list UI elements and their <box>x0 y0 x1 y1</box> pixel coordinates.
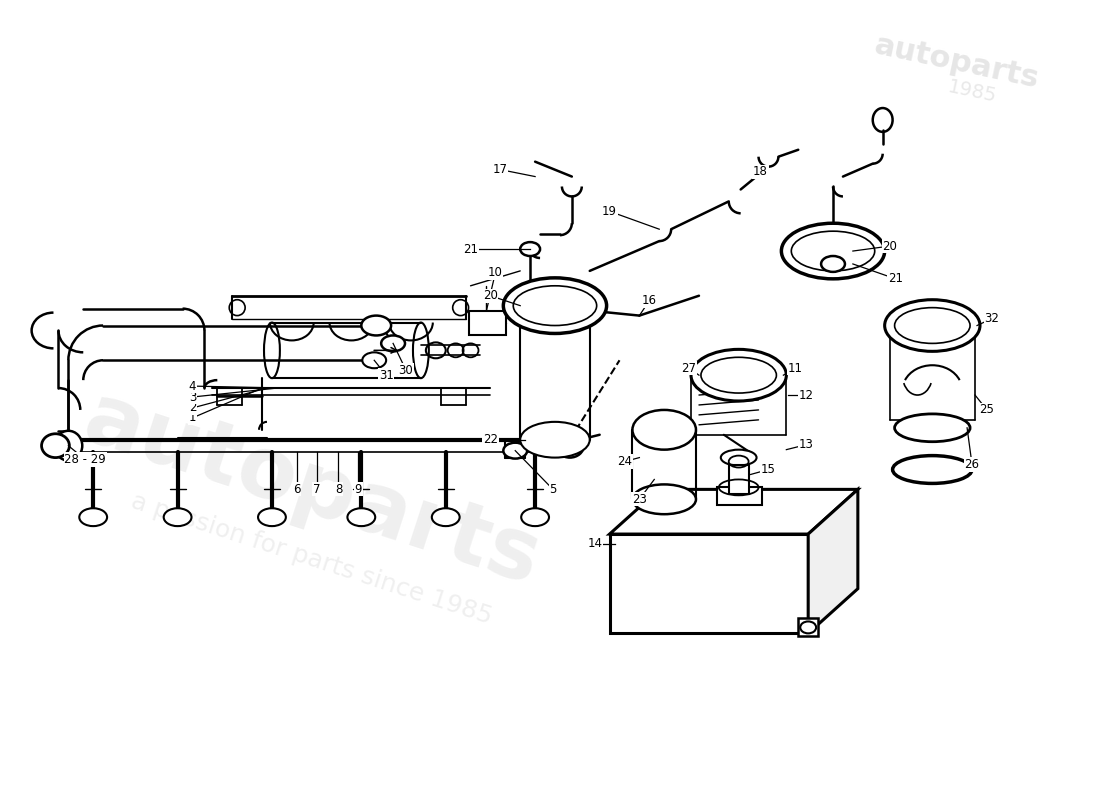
Text: 9: 9 <box>354 483 362 496</box>
Text: 22: 22 <box>483 434 498 446</box>
Bar <box>799 618 818 636</box>
Ellipse shape <box>632 410 696 450</box>
Ellipse shape <box>884 300 980 351</box>
Ellipse shape <box>348 508 375 526</box>
Text: 25: 25 <box>979 403 994 417</box>
Ellipse shape <box>55 430 82 461</box>
Ellipse shape <box>164 508 191 526</box>
Text: 30: 30 <box>398 364 414 377</box>
Text: 15: 15 <box>761 463 776 476</box>
Ellipse shape <box>781 223 884 279</box>
Text: 24: 24 <box>617 455 632 468</box>
Text: 18: 18 <box>754 165 768 178</box>
Text: 26: 26 <box>965 458 979 471</box>
Text: 20: 20 <box>483 290 498 302</box>
Text: autoparts: autoparts <box>872 30 1042 94</box>
Text: 21: 21 <box>888 272 903 286</box>
Text: 16: 16 <box>641 294 657 307</box>
Ellipse shape <box>504 278 606 334</box>
Ellipse shape <box>382 335 405 351</box>
Text: 7: 7 <box>312 483 320 496</box>
Text: 10: 10 <box>488 266 503 279</box>
Text: 20: 20 <box>882 239 898 253</box>
Bar <box>609 534 808 634</box>
Text: 8: 8 <box>334 483 342 496</box>
Ellipse shape <box>362 352 386 368</box>
Text: 2: 2 <box>189 402 196 414</box>
Text: 28 - 29: 28 - 29 <box>65 453 106 466</box>
Text: 32: 32 <box>984 312 999 325</box>
Ellipse shape <box>520 422 590 458</box>
Ellipse shape <box>691 350 786 401</box>
Ellipse shape <box>720 450 757 466</box>
Ellipse shape <box>520 242 540 256</box>
Text: 5: 5 <box>549 483 557 496</box>
Text: 1985: 1985 <box>946 78 999 106</box>
Text: 12: 12 <box>799 389 814 402</box>
Text: 4: 4 <box>189 379 196 393</box>
Ellipse shape <box>504 442 527 458</box>
Text: 21: 21 <box>463 242 478 255</box>
Text: 23: 23 <box>631 493 647 506</box>
Text: autoparts: autoparts <box>73 377 550 602</box>
Ellipse shape <box>632 485 696 514</box>
Polygon shape <box>609 490 858 534</box>
Text: 11: 11 <box>788 362 803 374</box>
Text: 3: 3 <box>189 390 196 403</box>
Text: 1: 1 <box>189 411 196 424</box>
Ellipse shape <box>521 508 549 526</box>
Ellipse shape <box>42 434 69 458</box>
Ellipse shape <box>892 456 972 483</box>
Text: 19: 19 <box>602 205 617 218</box>
Bar <box>469 310 506 335</box>
Ellipse shape <box>361 315 392 335</box>
Text: 17: 17 <box>493 163 508 176</box>
Ellipse shape <box>821 256 845 272</box>
Text: a passion for parts since 1985: a passion for parts since 1985 <box>128 489 495 629</box>
Bar <box>728 465 749 494</box>
Ellipse shape <box>258 508 286 526</box>
Text: 13: 13 <box>799 438 814 451</box>
Ellipse shape <box>432 508 460 526</box>
Text: 31: 31 <box>378 369 394 382</box>
Ellipse shape <box>556 434 584 458</box>
Ellipse shape <box>79 508 107 526</box>
Bar <box>717 487 761 506</box>
Text: 14: 14 <box>587 538 602 550</box>
Polygon shape <box>808 490 858 634</box>
Ellipse shape <box>894 414 970 442</box>
Text: 6: 6 <box>293 483 300 496</box>
Text: 27: 27 <box>682 362 696 374</box>
